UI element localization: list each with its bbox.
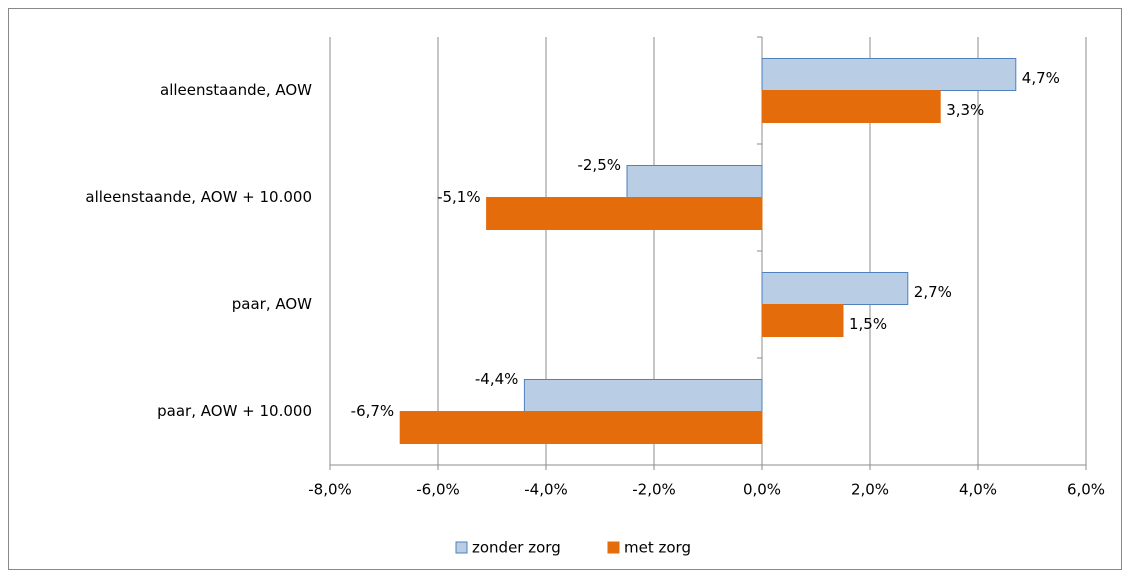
y-tick-label: paar, AOW	[232, 295, 312, 313]
bar	[626, 165, 763, 198]
x-tick-label: -2,0%	[632, 481, 676, 499]
x-tick-label: -8,0%	[308, 481, 352, 499]
x-tick-label: 6,0%	[1067, 481, 1105, 499]
y-tick-label: alleenstaande, AOW + 10.000	[85, 188, 312, 206]
value-label: -4,4%	[475, 370, 519, 388]
x-tick-label: 0,0%	[743, 481, 781, 499]
bar	[399, 411, 763, 444]
value-label: -2,5%	[577, 156, 621, 174]
x-tick-label: 4,0%	[959, 481, 997, 499]
bar	[523, 379, 763, 412]
bar	[761, 58, 1017, 91]
value-label: 3,3%	[946, 101, 984, 119]
bar	[761, 272, 909, 305]
legend-label: zonder zorg	[472, 539, 561, 557]
x-tick-label: -4,0%	[524, 481, 568, 499]
legend-label: met zorg	[624, 539, 691, 557]
bar	[761, 90, 941, 123]
x-tick-label: 2,0%	[851, 481, 889, 499]
value-label: -5,1%	[437, 188, 481, 206]
y-tick-label: alleenstaande, AOW	[160, 81, 312, 99]
bar	[486, 197, 763, 230]
value-label: -6,7%	[351, 402, 395, 420]
value-label: 4,7%	[1022, 69, 1060, 87]
bar	[761, 304, 844, 337]
x-tick-label: -6,0%	[416, 481, 460, 499]
value-label: 2,7%	[914, 283, 952, 301]
legend-swatch	[607, 541, 620, 554]
legend-swatch	[455, 541, 468, 554]
value-label: 1,5%	[849, 315, 887, 333]
y-tick-label: paar, AOW + 10.000	[157, 402, 312, 420]
